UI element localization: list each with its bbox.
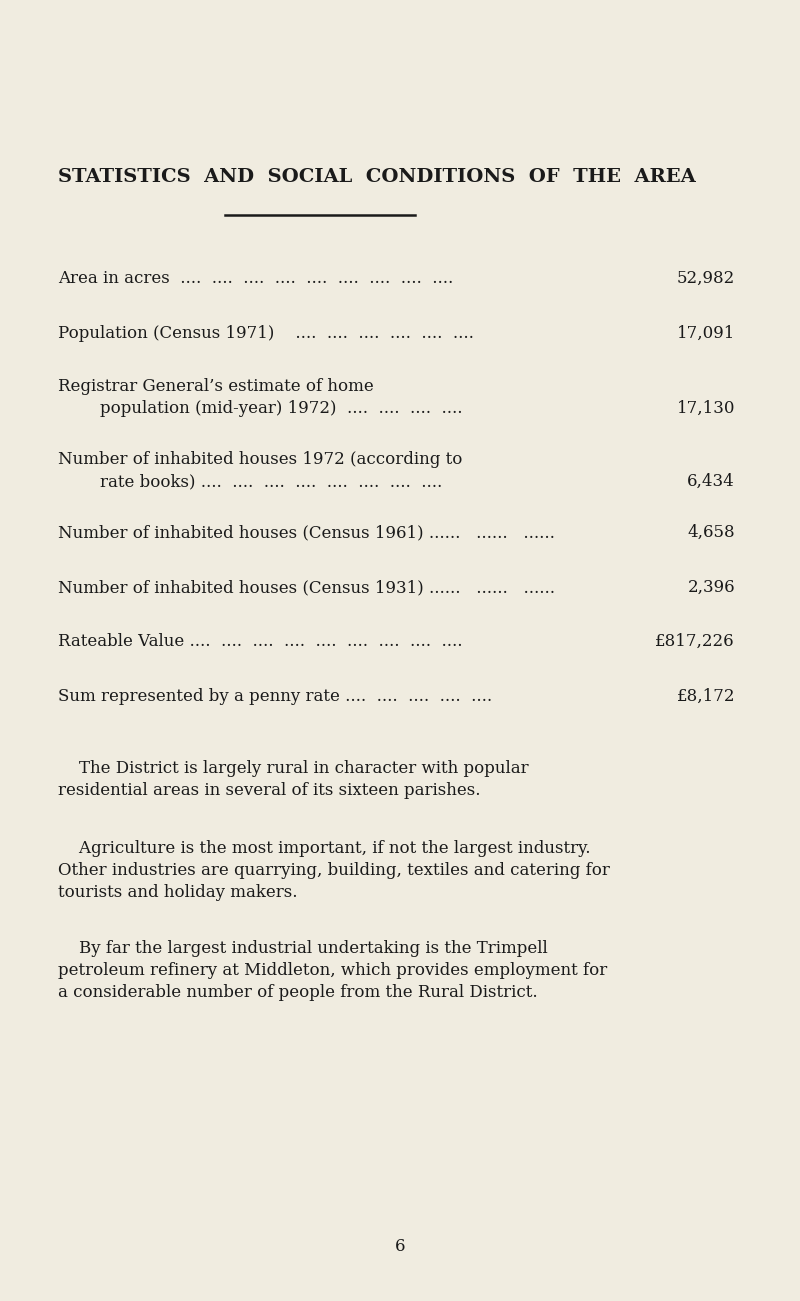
Text: 2,396: 2,396 xyxy=(687,579,735,596)
Text: a considerable number of people from the Rural District.: a considerable number of people from the… xyxy=(58,984,538,1000)
Text: 17,091: 17,091 xyxy=(677,325,735,342)
Text: By far the largest industrial undertaking is the Trimpell: By far the largest industrial undertakin… xyxy=(58,941,548,958)
Text: Other industries are quarrying, building, textiles and catering for: Other industries are quarrying, building… xyxy=(58,863,610,879)
Text: £8,172: £8,172 xyxy=(677,688,735,705)
Text: population (mid-year) 1972)  ....  ....  ....  ....: population (mid-year) 1972) .... .... ..… xyxy=(58,399,462,418)
Text: tourists and holiday makers.: tourists and holiday makers. xyxy=(58,883,298,902)
Text: £817,226: £817,226 xyxy=(655,634,735,650)
Text: Sum represented by a penny rate ....  ....  ....  ....  ....: Sum represented by a penny rate .... ...… xyxy=(58,688,492,705)
Text: Number of inhabited houses (Census 1931) ......   ......   ......: Number of inhabited houses (Census 1931)… xyxy=(58,579,555,596)
Text: 6: 6 xyxy=(394,1239,406,1255)
Text: 6,434: 6,434 xyxy=(687,474,735,490)
Text: Agriculture is the most important, if not the largest industry.: Agriculture is the most important, if no… xyxy=(58,840,590,857)
Text: Population (Census 1971)    ....  ....  ....  ....  ....  ....: Population (Census 1971) .... .... .... … xyxy=(58,325,474,342)
Text: Number of inhabited houses (Census 1961) ......   ......   ......: Number of inhabited houses (Census 1961)… xyxy=(58,524,555,541)
Text: Registrar General’s estimate of home: Registrar General’s estimate of home xyxy=(58,379,374,396)
Text: 52,982: 52,982 xyxy=(677,271,735,288)
Text: Rateable Value ....  ....  ....  ....  ....  ....  ....  ....  ....: Rateable Value .... .... .... .... .... … xyxy=(58,634,462,650)
Text: The District is largely rural in character with popular: The District is largely rural in charact… xyxy=(58,760,529,777)
Text: rate books) ....  ....  ....  ....  ....  ....  ....  ....: rate books) .... .... .... .... .... ...… xyxy=(58,474,442,490)
Text: STATISTICS  AND  SOCIAL  CONDITIONS  OF  THE  AREA: STATISTICS AND SOCIAL CONDITIONS OF THE … xyxy=(58,168,696,186)
Text: 17,130: 17,130 xyxy=(677,399,735,418)
Text: residential areas in several of its sixteen parishes.: residential areas in several of its sixt… xyxy=(58,782,481,799)
Text: petroleum refinery at Middleton, which provides employment for: petroleum refinery at Middleton, which p… xyxy=(58,961,607,978)
Text: Area in acres  ....  ....  ....  ....  ....  ....  ....  ....  ....: Area in acres .... .... .... .... .... .… xyxy=(58,271,454,288)
Text: 4,658: 4,658 xyxy=(687,524,735,541)
Text: Number of inhabited houses 1972 (according to: Number of inhabited houses 1972 (accordi… xyxy=(58,451,462,468)
